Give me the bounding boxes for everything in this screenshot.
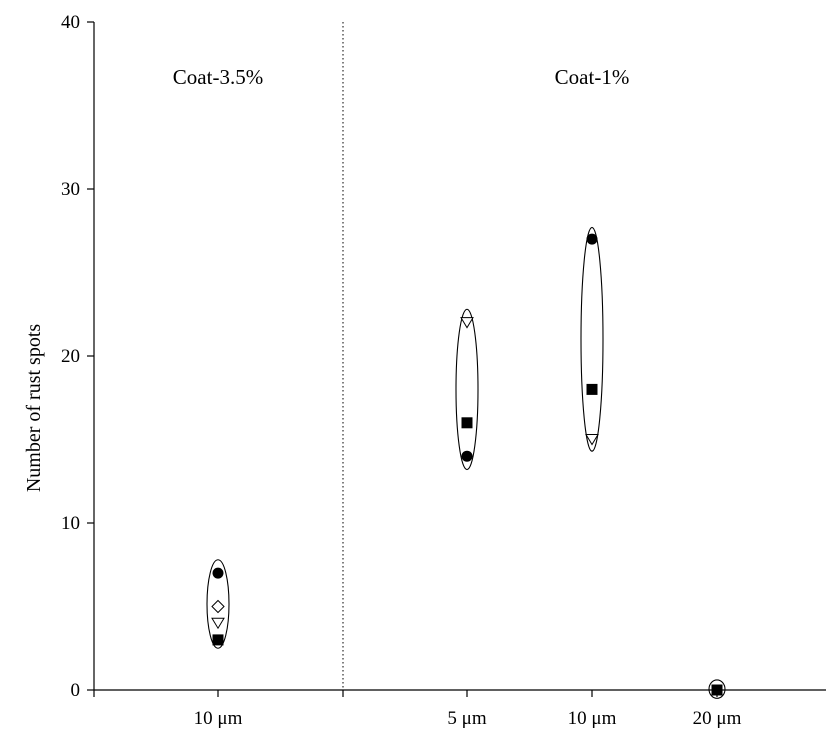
cluster-ellipse	[206, 559, 230, 649]
point-filled-square	[586, 383, 598, 395]
point-filled-circle	[586, 233, 598, 245]
clusters	[206, 226, 726, 699]
x-tick-label: 10 μm	[568, 708, 617, 729]
group-labels: Coat-3.5% Coat-1%	[173, 65, 630, 89]
group-label: Coat-1%	[555, 65, 630, 89]
axes	[93, 22, 826, 691]
x-tick-label: 20 μm	[693, 708, 742, 729]
point-open-triangle-down	[211, 617, 225, 630]
point-open-triangle-down	[460, 317, 474, 329]
point-filled-circle	[212, 567, 224, 579]
point-filled-square	[461, 417, 473, 429]
y-tick-label: 0	[71, 680, 81, 701]
point-open-triangle-down	[585, 434, 599, 446]
point-filled-square	[711, 684, 723, 696]
y-axis-title: Number of rust spots	[23, 324, 45, 493]
y-tick-label: 40	[61, 12, 80, 33]
cluster-ellipse	[580, 226, 604, 452]
point-open-diamond	[211, 599, 225, 614]
ticks: 0 10 20 30 40 10 μm 5 μm 10 μm 20 μm	[61, 12, 742, 729]
cluster-ellipse	[455, 308, 479, 471]
y-tick-label: 30	[61, 179, 80, 200]
y-tick-label: 20	[61, 346, 80, 367]
group-label: Coat-3.5%	[173, 65, 263, 89]
points	[211, 233, 723, 696]
x-tick-label: 10 μm	[194, 708, 243, 729]
y-tick-label: 10	[61, 513, 80, 534]
x-tick-label: 5 μm	[447, 708, 486, 729]
point-filled-square	[212, 634, 224, 646]
point-filled-circle	[461, 450, 473, 462]
cluster-ellipse	[708, 679, 726, 699]
